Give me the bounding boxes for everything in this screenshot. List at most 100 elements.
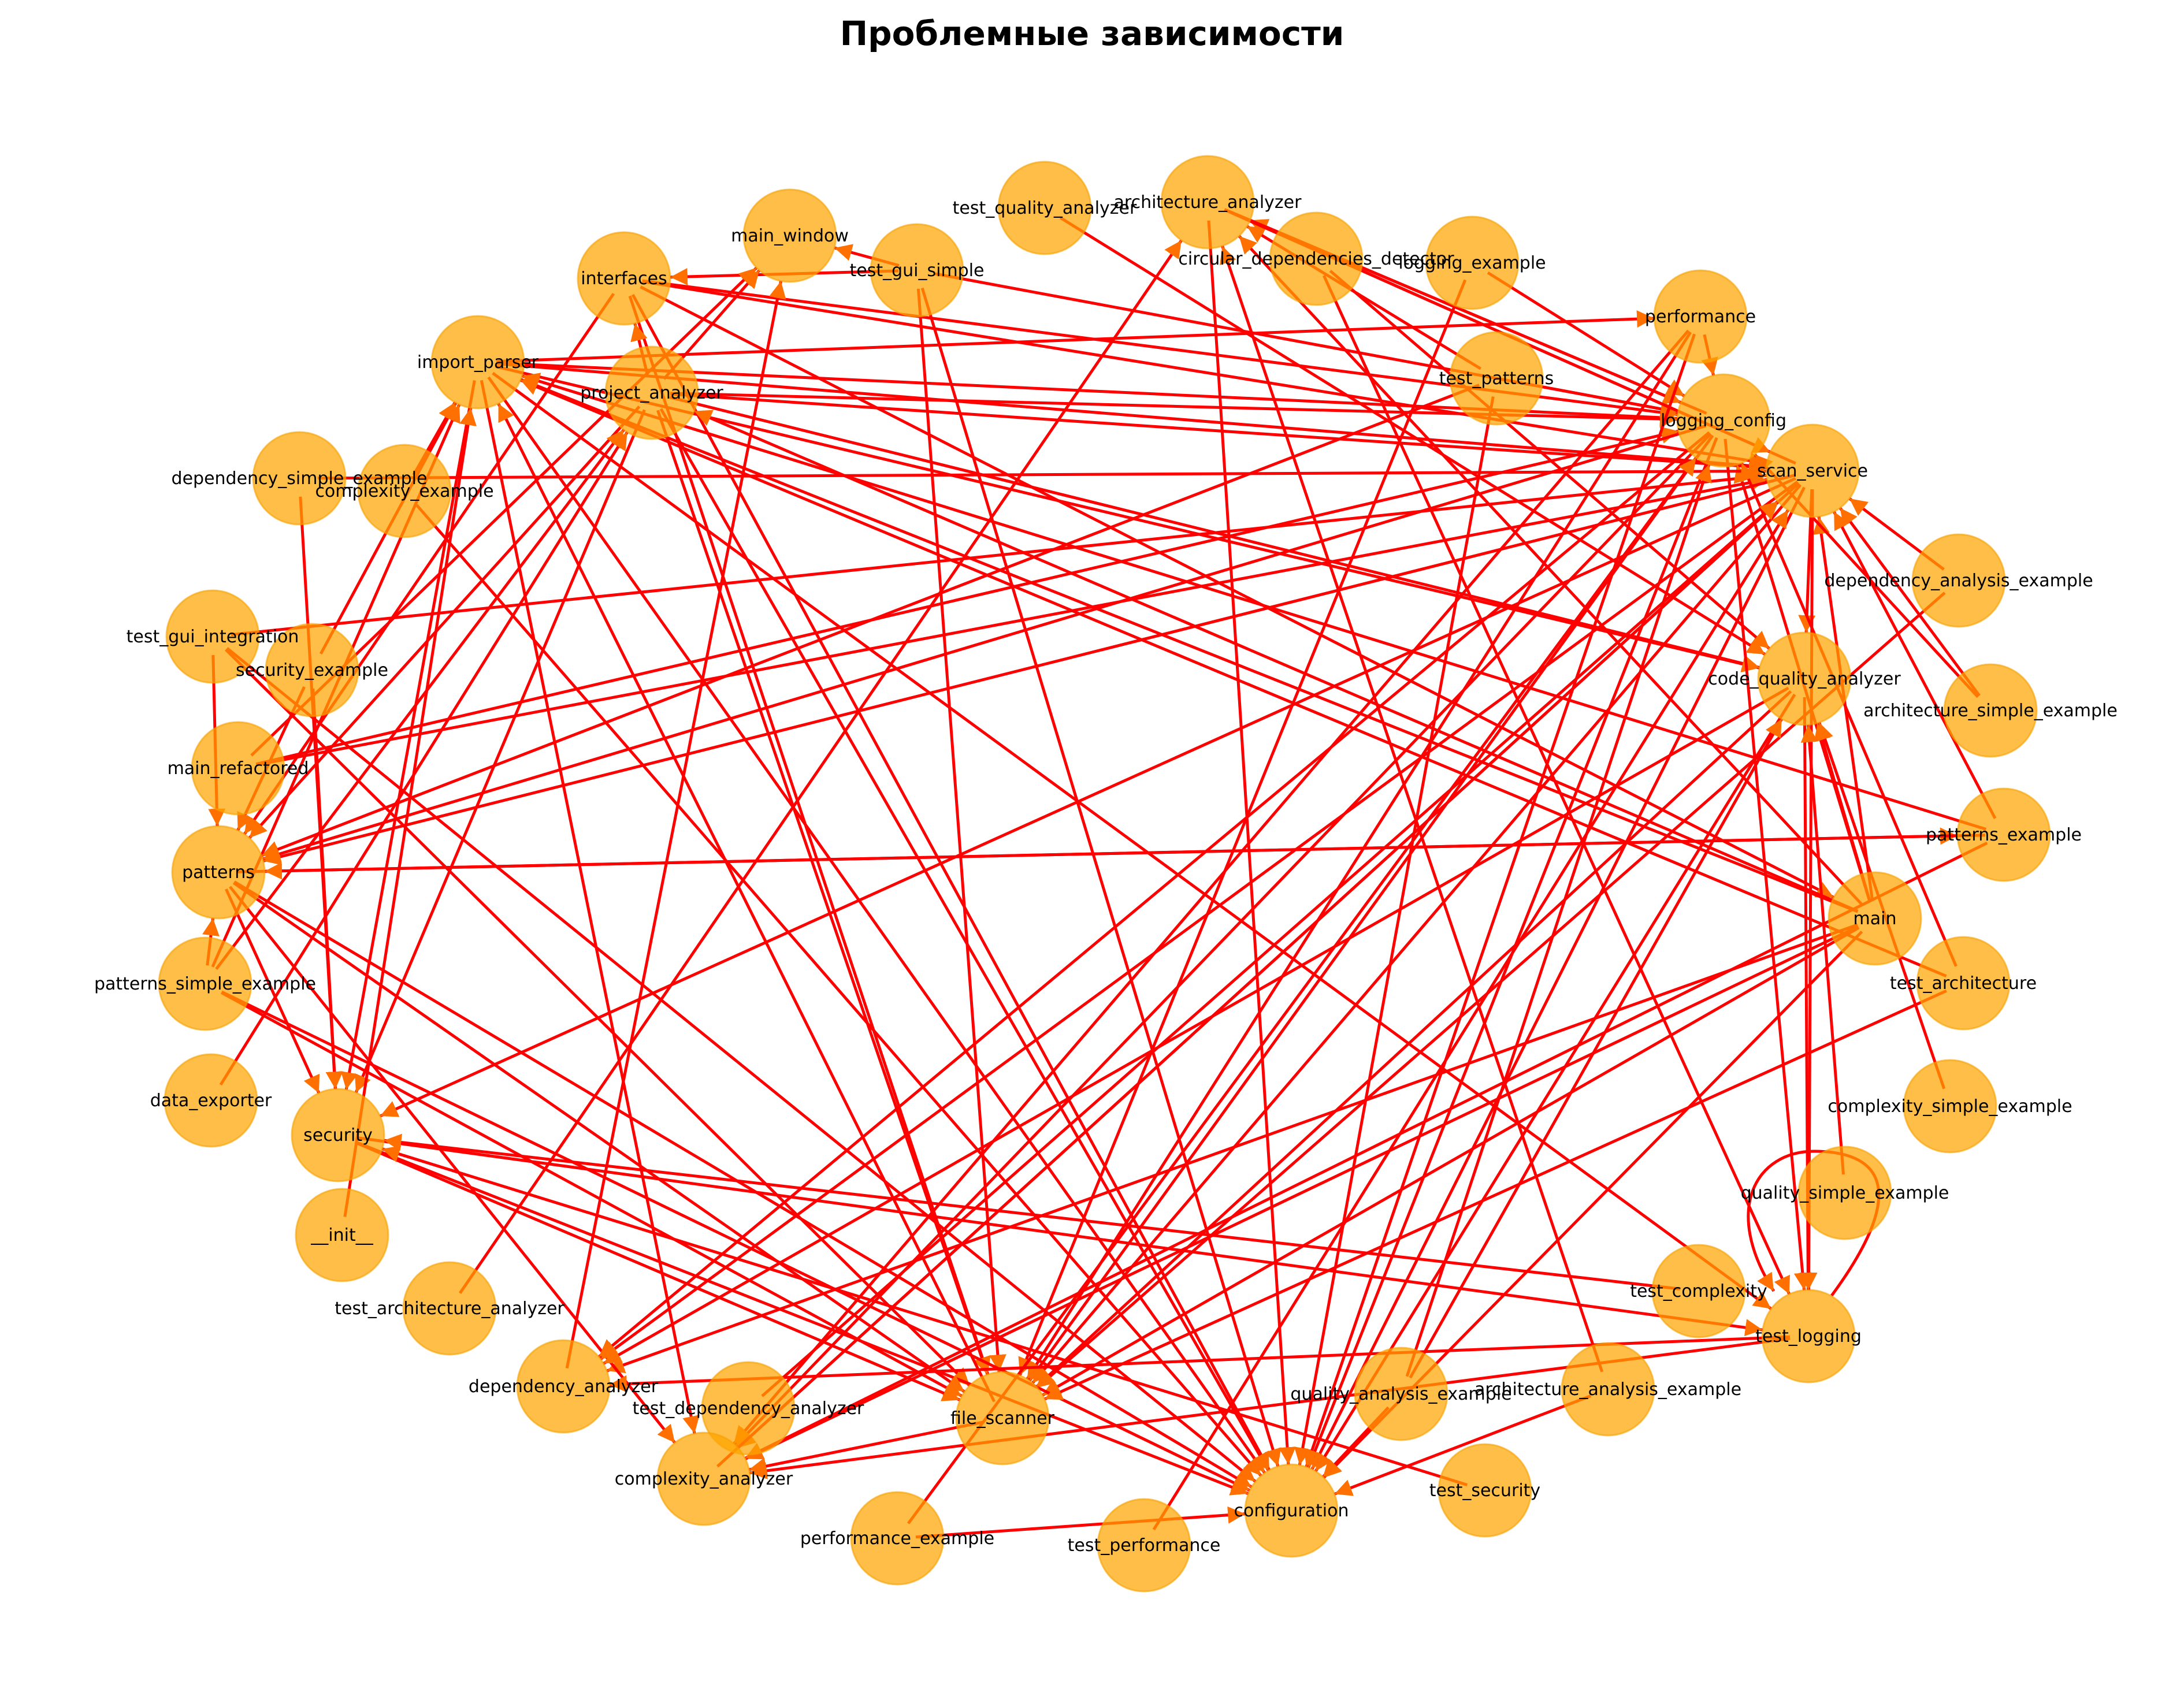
edge-logging_config-to-dependency_analyzer [597,431,1710,1358]
node-circular_dependencies_detector [1269,211,1364,306]
node-label-data_exporter: data_exporter [150,1091,272,1111]
node-label-dependency_analysis_example: dependency_analysis_example [1824,571,2093,591]
node-label-code_quality_analyzer: code_quality_analyzer [1708,669,1901,689]
node-label-patterns: patterns [182,862,255,883]
node-file_scanner [955,1371,1050,1466]
edge-architecture_analysis_example-to-configuration [1334,1394,1591,1496]
node-test_dependency_analyzer [701,1361,796,1456]
node-label-quality_simple_example: quality_simple_example [1741,1183,1949,1203]
node-test_gui_simple [870,223,964,318]
edge-dependency_analyzer-to-main_window [565,281,786,1369]
node-test_security [1438,1443,1532,1538]
node-__init__ [295,1188,389,1282]
node-label-interfaces: interfaces [581,269,667,289]
node-label-dependency_simple_example: dependency_simple_example [172,468,428,489]
node-performance [1653,269,1748,364]
edge-code_quality_analyzer-to-file_scanner [1035,690,1792,1388]
edge-patterns_example-to-import_parser [521,373,1987,831]
node-architecture_simple_example [1943,663,2038,758]
node-label-configuration: configuration [1234,1501,1349,1521]
edge-architecture_simple_example-to-scan_service [1838,507,1981,697]
node-logging_config [1676,373,1771,468]
edge-circular_dependencies_detector-to-test_logging [1323,275,1791,1295]
node-label-logging_example: logging_example [1398,253,1546,273]
node-test_architecture [1916,936,2011,1031]
node-label-scan_service: scan_service [1757,461,1868,481]
edge-project_analyzer-to-patterns [248,406,641,839]
node-label-test_complexity: test_complexity [1630,1281,1767,1301]
node-label-architecture_analyzer: architecture_analyzer [1114,192,1302,213]
edge-project_analyzer-to-configuration [659,408,1270,1471]
node-label-test_performance: test_performance [1068,1535,1221,1556]
node-label-test_architecture: test_architecture [1890,973,2037,994]
edge-quality_analysis_example-to-code_quality_analyzer [1409,718,1783,1379]
edge-code_quality_analyzer-to-configuration [1314,693,1796,1472]
node-test_patterns [1449,331,1544,426]
edge-logging_config-to-file_scanner [1028,434,1714,1382]
edge-circular_dependencies_detector-to-code_quality_analyzer [1329,270,1771,650]
node-label-patterns_simple_example: patterns_simple_example [94,974,316,994]
edge-security-to-file_scanner [354,1141,961,1401]
node-label-architecture_analysis_example: architecture_analysis_example [1474,1379,1741,1400]
edge-patterns_example-to-patterns [264,834,1986,880]
edge-file_scanner-to-complexity_analyzer [748,1420,985,1475]
edge-dependency_simple_example-to-scan_service [317,462,1767,480]
node-label-test_gui_integration: test_gui_integration [127,627,299,647]
edge-security-to-configuration [354,1140,1249,1496]
edge-quality_simple_example-to-code_quality_analyzer [1800,724,1845,1175]
edge-patterns_example-to-scan_service [1832,511,1997,819]
edge-scan_service-to-configuration [1310,486,1806,1470]
edge-scan_service-to-dependency_analyzer [600,480,1799,1360]
node-label-test_architecture_analyzer: test_architecture_analyzer [335,1299,564,1319]
edge-import_parser-to-scan_service [496,362,1767,475]
node-label-test_patterns: test_patterns [1439,369,1554,389]
node-label-test_logging: test_logging [1755,1326,1862,1347]
node-quality_simple_example [1797,1146,1892,1240]
node-label-logging_config: logging_config [1661,411,1786,431]
node-interfaces [577,231,671,326]
edge-scan_service-to-test_logging [1800,489,1818,1290]
node-label-complexity_example: complexity_example [315,481,493,501]
edge-performance_example-to-logging_config [907,456,1698,1524]
edge-test_security-to-security [381,1146,1468,1486]
node-patterns_simple_example [158,936,252,1031]
edge-patterns-to-file_scanner [232,882,965,1393]
edge-architecture_analysis_example-to-architecture_analyzer [1219,246,1604,1373]
edge-quality_analysis_example-to-logging_config [1405,464,1712,1377]
node-import_parser [430,315,525,410]
edge-security-to-test_logging [356,1136,1763,1336]
edge-test_architecture-to-file_scanner [1043,989,1947,1401]
edge-main-to-code_quality_analyzer [1814,723,1871,902]
node-label-test_gui_simple: test_gui_simple [849,261,984,281]
node-logging_example [1425,215,1520,310]
edge-performance-to-complexity_analyzer [733,329,1690,1445]
node-security_example [265,623,359,717]
node-patterns [171,825,266,920]
edge-performance-to-configuration [1303,333,1696,1468]
node-test_quality_analyzer [997,161,1092,255]
node-label-patterns_example: patterns_example [1926,825,2082,845]
edge-code_quality_analyzer-to-dependency_analyzer [603,686,1789,1365]
edge-main_refactored-to-scan_service [255,474,1767,767]
edge-performance_example-to-configuration [915,1506,1246,1539]
nodes-layer [158,155,2051,1593]
node-label-__init__: __init__ [310,1225,373,1245]
edge-__init__-to-import_parser [343,407,477,1217]
node-quality_analysis_example [1354,1347,1448,1441]
node-dependency_analysis_example [1911,533,2006,628]
node-complexity_analyzer [656,1431,751,1526]
labels-layer: main_windowtest_quality_analyzerarchitec… [94,192,2118,1556]
edge-interfaces-to-main [640,285,1834,899]
node-label-main_window: main_window [731,226,849,246]
node-dependency_analyzer [516,1339,611,1434]
node-test_gui_integration [165,589,260,684]
node-test_architecture_analyzer [402,1261,497,1356]
node-label-architecture_simple_example: architecture_simple_example [1863,701,2118,721]
node-project_analyzer [604,345,699,440]
edge-data_exporter-to-project_analyzer [219,431,629,1086]
edge-test_performance-to-scan_service [1152,509,1789,1531]
edge-test_complexity-to-security [384,1133,1681,1290]
edge-interfaces-to-scan_service [642,280,1767,470]
edge-test_patterns-to-patterns [261,384,1480,858]
node-patterns_example [1956,787,2051,882]
